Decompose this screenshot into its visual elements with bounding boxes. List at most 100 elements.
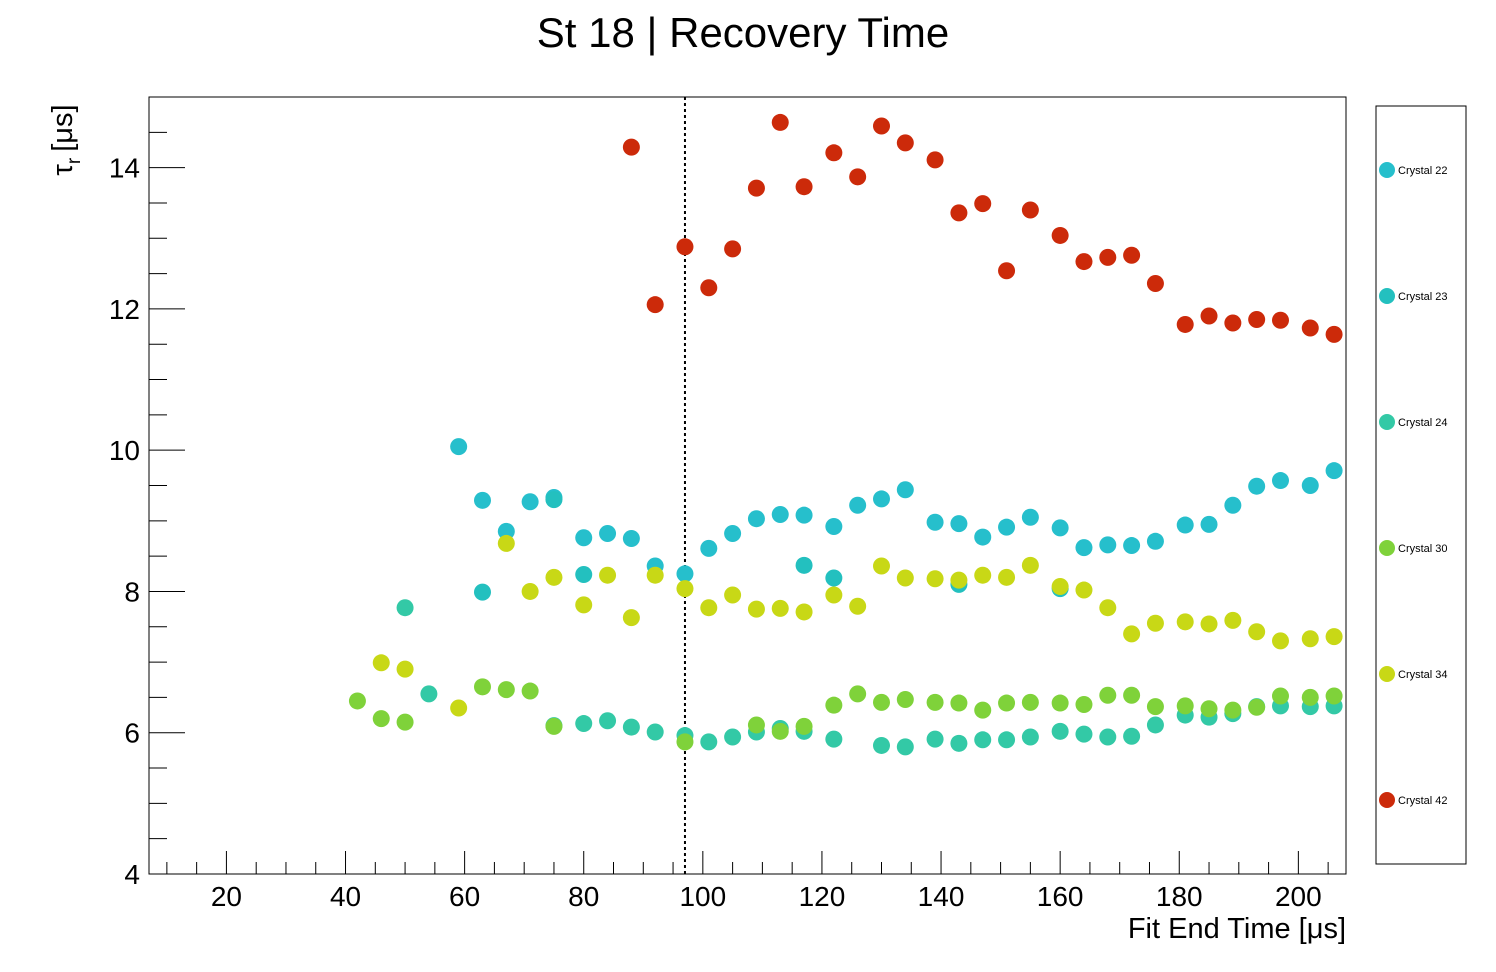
data-point <box>599 566 617 584</box>
data-point <box>1099 248 1117 266</box>
data-point <box>622 609 640 627</box>
data-point <box>396 660 414 678</box>
data-point <box>1271 687 1289 705</box>
x-axis: 20 40 60 80 100 120 140 160 180 200 <box>166 851 1329 912</box>
data-point <box>825 144 843 162</box>
data-point <box>1271 311 1289 329</box>
data-point <box>872 117 890 135</box>
data-points <box>348 113 1343 756</box>
data-point <box>950 204 968 222</box>
data-point <box>450 438 468 456</box>
data-point <box>497 681 515 699</box>
legend-label: Crystal 22 <box>1398 165 1448 177</box>
data-point <box>974 566 992 584</box>
data-point <box>872 490 890 508</box>
data-point <box>974 195 992 213</box>
data-point <box>974 731 992 749</box>
y-axis-symbol: τ <box>47 164 79 176</box>
data-point <box>1200 307 1218 325</box>
data-point <box>700 733 718 751</box>
data-point <box>1325 687 1343 705</box>
y-tick-label: 12 <box>109 294 140 325</box>
legend-entries: Crystal 22 Crystal 23 Crystal 24 Crystal 30… <box>1379 162 1448 808</box>
x-tick-label: 200 <box>1275 881 1322 912</box>
legend-box <box>1375 105 1467 865</box>
data-point <box>926 730 944 748</box>
data-point <box>974 701 992 719</box>
data-point <box>700 599 718 617</box>
data-point <box>622 138 640 156</box>
data-point <box>747 179 765 197</box>
data-point <box>676 580 694 598</box>
data-point <box>1146 274 1164 292</box>
data-point <box>1123 246 1141 264</box>
legend-label: Crystal 42 <box>1398 795 1448 807</box>
data-point <box>1200 700 1218 718</box>
y-axis-label: τr [μs] <box>47 104 85 175</box>
data-point <box>1224 496 1242 514</box>
data-point <box>1123 625 1141 643</box>
data-point <box>1021 693 1039 711</box>
data-point <box>545 717 563 735</box>
data-point <box>1325 628 1343 646</box>
data-point <box>724 525 742 543</box>
legend-marker <box>1379 792 1395 808</box>
data-point <box>1248 311 1266 329</box>
data-point <box>795 603 813 621</box>
data-point <box>521 493 539 511</box>
data-point <box>825 696 843 714</box>
data-point <box>926 570 944 588</box>
data-point <box>1123 686 1141 704</box>
data-point <box>676 733 694 751</box>
data-point <box>872 736 890 754</box>
data-point <box>771 722 789 740</box>
data-point <box>825 586 843 604</box>
data-point <box>849 685 867 703</box>
data-point <box>926 513 944 531</box>
data-point <box>998 568 1016 586</box>
data-point <box>1271 632 1289 650</box>
data-point <box>1075 253 1093 271</box>
data-point <box>926 151 944 169</box>
x-tick-label: 120 <box>799 881 846 912</box>
data-point <box>950 515 968 533</box>
data-point <box>1146 716 1164 734</box>
data-point <box>1248 623 1266 641</box>
legend: Crystal 22 Crystal 23 Crystal 24 Crystal 30… <box>1375 105 1467 865</box>
data-point <box>998 694 1016 712</box>
data-point <box>1248 698 1266 716</box>
data-point <box>724 586 742 604</box>
data-point <box>521 582 539 600</box>
data-point <box>825 730 843 748</box>
data-point <box>396 599 414 617</box>
data-point <box>1051 578 1069 596</box>
legend-marker <box>1379 540 1395 556</box>
data-point <box>1224 701 1242 719</box>
data-point <box>1176 315 1194 333</box>
x-tick-label: 160 <box>1037 881 1084 912</box>
data-point <box>396 713 414 731</box>
data-point <box>1146 698 1164 716</box>
y-tick-label: 14 <box>109 153 140 184</box>
data-point <box>622 529 640 547</box>
data-point <box>896 691 914 709</box>
x-tick-label: 40 <box>330 881 361 912</box>
data-point <box>1301 688 1319 706</box>
y-tick-label: 6 <box>124 718 140 749</box>
data-point <box>1051 694 1069 712</box>
data-point <box>795 506 813 524</box>
data-point <box>795 556 813 574</box>
data-point <box>950 571 968 589</box>
data-point <box>1099 599 1117 617</box>
data-point <box>348 692 366 710</box>
data-point <box>896 134 914 152</box>
chart-title: St 18 | Recovery Time <box>537 9 949 56</box>
data-point <box>1301 319 1319 337</box>
data-point <box>872 693 890 711</box>
data-point <box>724 240 742 258</box>
data-point <box>599 525 617 543</box>
data-point <box>747 716 765 734</box>
plot-frame <box>148 96 1347 875</box>
data-point <box>1099 686 1117 704</box>
